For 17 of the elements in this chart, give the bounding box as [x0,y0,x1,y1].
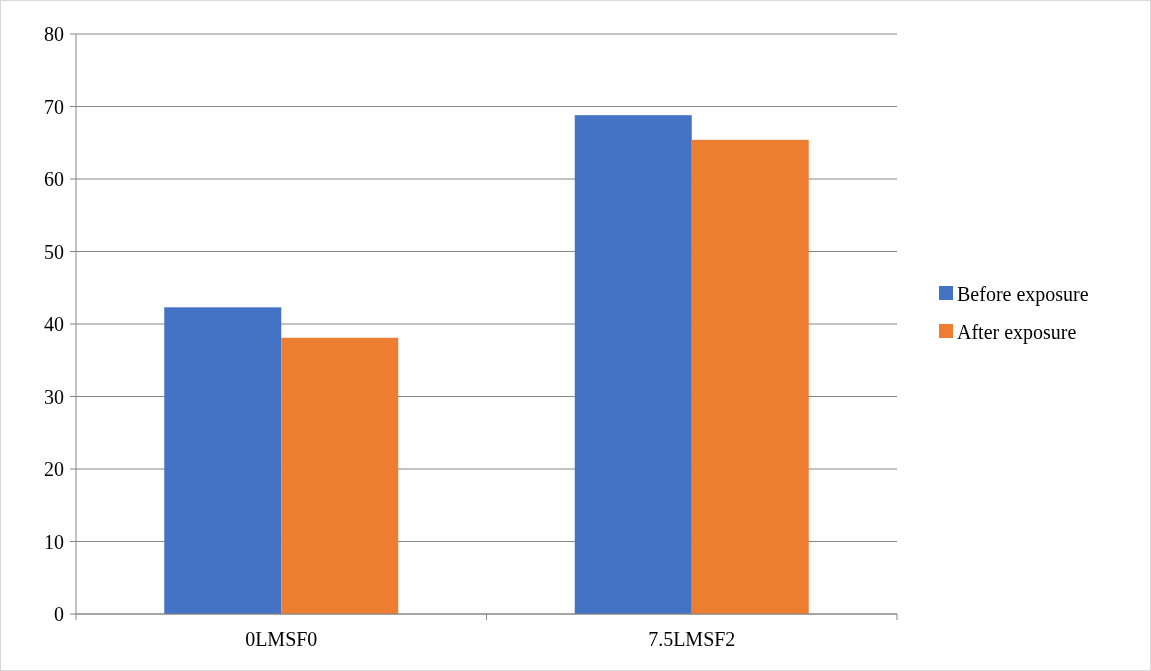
y-tick-label: 60 [44,168,64,190]
legend-label: Before exposure [957,283,1089,306]
y-tick-label: 0 [54,603,64,625]
y-tick-label: 40 [44,313,64,335]
bar [164,307,282,614]
y-tick-label: 50 [44,240,64,263]
y-tick-label: 30 [44,385,64,408]
legend-label: After exposure [957,321,1077,344]
x-tick-label: 7.5LMSF2 [648,628,736,650]
y-tick-label: 70 [44,95,64,118]
bar [281,337,399,614]
y-tick-label: 20 [44,458,64,480]
x-tick-label: 0LMSF0 [245,628,318,650]
bar [574,115,692,614]
bar [691,139,809,614]
y-tick-label: 80 [44,23,64,45]
y-tick-label: 10 [44,530,64,553]
